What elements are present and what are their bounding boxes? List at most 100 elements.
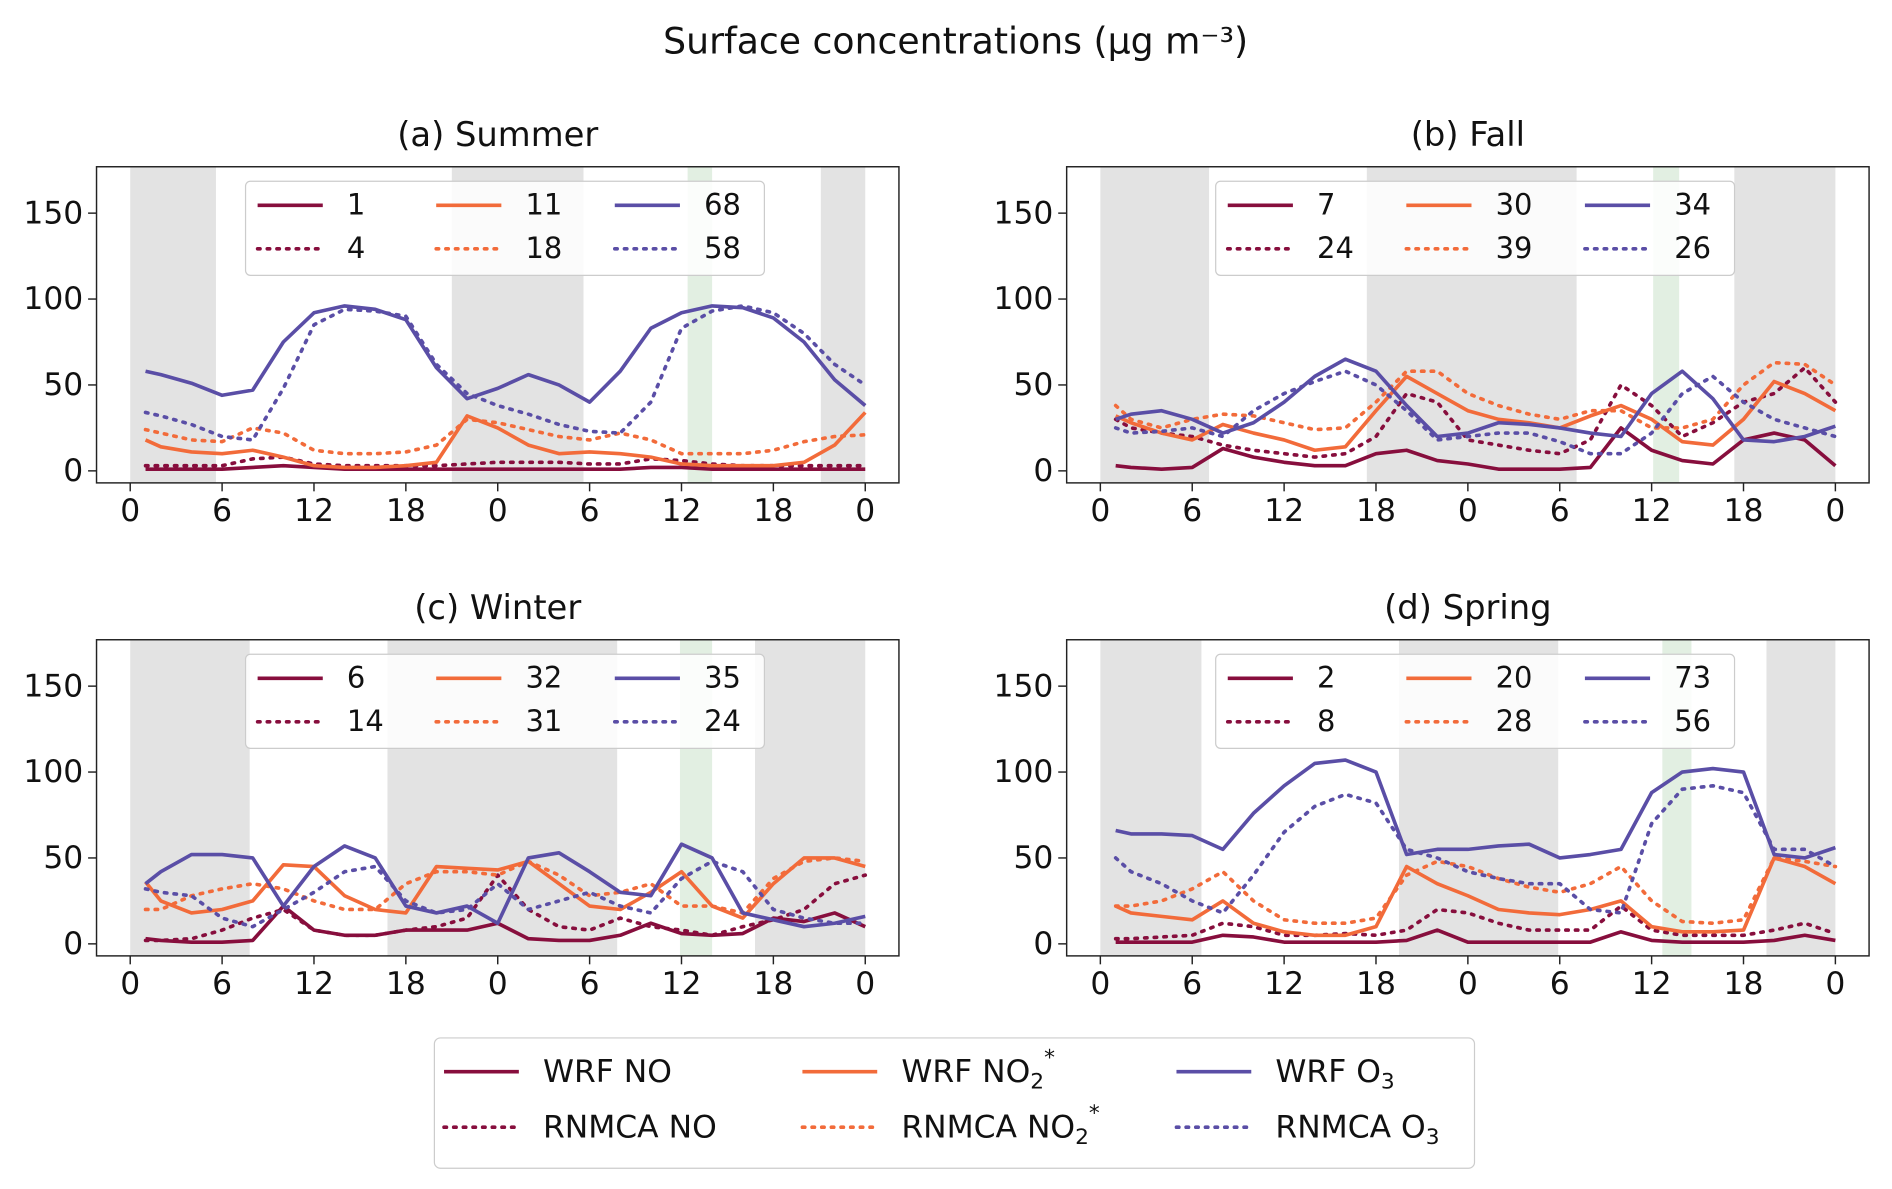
legend-label: 32 (525, 661, 562, 695)
series-line (145, 304, 867, 407)
x-tick-label: 6 (1550, 493, 1570, 529)
y-tick-label: 0 (63, 926, 83, 962)
x-tick-label: 6 (1182, 493, 1202, 529)
legend-box (1215, 180, 1736, 276)
y-tick-label: 150 (994, 668, 1054, 704)
legend-label: WRF NO (543, 1054, 672, 1090)
legend-label: 14 (347, 704, 384, 738)
legend-box (244, 180, 766, 276)
y-tick-label: 50 (1013, 840, 1053, 876)
series-line (1114, 374, 1837, 453)
panel: (a) Summer 0 6 12 18 0 6 12 18 0 0 50 100 150 1 4 11 18 68… (23, 115, 900, 529)
y-tick-label: 0 (63, 453, 83, 489)
series-line (1113, 360, 1838, 432)
shaded-span (130, 639, 250, 956)
legend-label: 34 (1674, 188, 1711, 222)
legend-label: RNMCA NO2* (901, 1101, 1100, 1150)
legend-label: 6 (347, 661, 365, 695)
legend-label: 1 (347, 188, 365, 222)
legend-label: 18 (525, 231, 562, 265)
x-tick-label: 6 (580, 966, 600, 1002)
legend-sub: 2 (1075, 1125, 1089, 1150)
legend-sup: * (1089, 1101, 1100, 1126)
legend-label: 11 (525, 188, 562, 222)
y-tick-label: 100 (994, 754, 1054, 790)
legend-label: 28 (1496, 704, 1533, 738)
shaded-span (754, 639, 866, 956)
y-tick-label: 0 (1033, 453, 1053, 489)
x-tick-label: 18 (1356, 966, 1396, 1002)
legend-label: 30 (1496, 188, 1533, 222)
x-tick-label: 0 (1458, 966, 1478, 1002)
x-tick-label: 12 (1632, 966, 1672, 1002)
x-tick-label: 0 (120, 493, 140, 529)
x-tick-label: 0 (488, 493, 508, 529)
panel: (c) Winter 0 6 12 18 0 6 12 18 0 0 50 100 150 6 14 32 31 3… (23, 588, 900, 1002)
legend-label: 73 (1674, 661, 1711, 695)
series-line (1114, 856, 1837, 938)
series-line (144, 842, 866, 929)
legend-label: RNMCA O3 (1275, 1109, 1439, 1150)
x-tick-label: 0 (855, 966, 875, 1002)
series-line (143, 859, 868, 929)
x-tick-label: 12 (294, 966, 334, 1002)
x-tick-label: 0 (855, 493, 875, 529)
x-tick-label: 0 (1825, 493, 1845, 529)
series-line (1115, 928, 1836, 944)
plot-frame (95, 639, 900, 957)
legend-label: 24 (1317, 231, 1354, 265)
legend-sup: * (1044, 1045, 1055, 1070)
series-line (1113, 904, 1838, 941)
legend-label: RNMCA NO (543, 1109, 717, 1145)
y-tick-label: 100 (994, 281, 1054, 317)
plot-frame (95, 166, 900, 484)
y-tick-label: 150 (23, 195, 83, 231)
y-tick-label: 100 (23, 754, 83, 790)
legend-label: 20 (1496, 661, 1533, 695)
legend-label: 4 (347, 231, 365, 265)
x-tick-label: 18 (1724, 966, 1764, 1002)
series-line (1113, 783, 1838, 915)
x-tick-label: 6 (580, 493, 600, 529)
legend-sub: 2 (1030, 1070, 1044, 1095)
y-tick-label: 150 (23, 668, 83, 704)
x-tick-label: 18 (1724, 493, 1764, 529)
x-tick-label: 0 (1090, 966, 1110, 1002)
panel-title: (d) Spring (1384, 588, 1551, 627)
x-tick-label: 0 (120, 966, 140, 1002)
y-tick-label: 100 (23, 281, 83, 317)
y-tick-label: 50 (1013, 367, 1053, 403)
legend-label: 58 (704, 231, 741, 265)
x-tick-label: 18 (386, 966, 426, 1002)
x-tick-label: 12 (662, 966, 702, 1002)
x-tick-label: 12 (294, 493, 334, 529)
series-line (1113, 365, 1838, 459)
legend-label: 35 (704, 661, 741, 695)
x-tick-label: 6 (212, 966, 232, 1002)
x-tick-label: 6 (1550, 966, 1570, 1002)
legend-label: 39 (1496, 231, 1533, 265)
x-tick-label: 0 (1090, 493, 1110, 529)
panel-title: (c) Winter (414, 588, 581, 627)
legend-sub: 3 (1426, 1125, 1440, 1150)
legend-label: 31 (525, 704, 562, 738)
legend-label: 26 (1674, 231, 1711, 265)
legend-label: 56 (1674, 704, 1711, 738)
series-line (144, 856, 866, 920)
plot-frame (1065, 166, 1870, 484)
series-line (1115, 426, 1837, 471)
panel-title: (b) Fall (1411, 115, 1525, 154)
x-tick-label: 0 (488, 966, 508, 1002)
x-tick-label: 6 (1182, 966, 1202, 1002)
series-line (1115, 758, 1836, 860)
shaded-span (1766, 639, 1836, 956)
shaded-span (1100, 639, 1202, 956)
y-tick-label: 150 (994, 195, 1054, 231)
legend-label: 24 (704, 704, 741, 738)
panel-title: (a) Summer (397, 115, 598, 154)
y-tick-label: 50 (43, 367, 83, 403)
legend-label: 68 (704, 188, 741, 222)
legend-label: 8 (1317, 704, 1335, 738)
